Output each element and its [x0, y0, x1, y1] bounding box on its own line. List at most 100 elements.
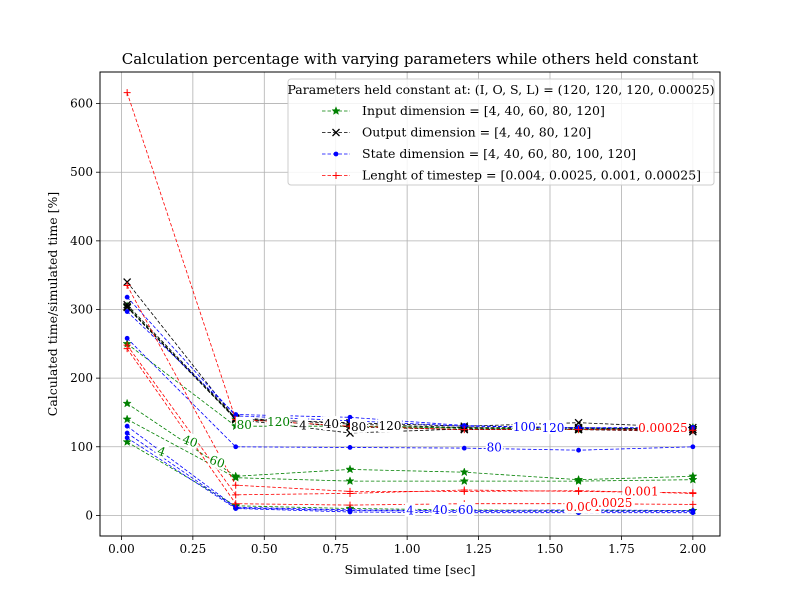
- dot-marker: [233, 444, 239, 450]
- plot-frame: [99, 71, 721, 537]
- inline-label-group: 0.00025: [637, 420, 688, 435]
- plus-marker: [689, 426, 697, 434]
- series-lenght-of-timestep-0.001: [123, 281, 697, 497]
- legend-box: [287, 78, 715, 186]
- x-tick-label: 0.75: [322, 542, 349, 556]
- inline-label: 4: [406, 504, 414, 518]
- inline-label: 40: [180, 432, 199, 450]
- star-marker: [459, 476, 469, 486]
- inline-label-group: 0.001: [622, 483, 660, 498]
- legend-label: Output dimension = [4, 40, 80, 120]: [362, 125, 591, 140]
- plus-marker: [232, 481, 240, 489]
- series-line: [126, 344, 693, 496]
- inline-label-group: 120: [378, 418, 402, 433]
- inline-label-background: [457, 501, 475, 516]
- plus-marker: [689, 500, 697, 508]
- legend: Parameters held constant at: (I, O, S, L…: [287, 78, 715, 186]
- legend-entry: Input dimension = [4, 40, 60, 80, 120]: [322, 103, 605, 118]
- inline-label-group: 4: [404, 502, 416, 518]
- inline-label-background: [179, 430, 201, 450]
- dot-marker: [124, 423, 130, 429]
- inline-label: 40: [324, 417, 339, 431]
- inline-label: 100: [513, 420, 536, 434]
- series-input-dimension-60: [122, 398, 698, 484]
- x-marker: [123, 302, 132, 311]
- plus-marker: [575, 487, 583, 495]
- inline-label: 80: [351, 420, 366, 434]
- inline-label-background: [431, 501, 449, 516]
- plus-marker: [346, 487, 354, 495]
- star-marker: [345, 464, 355, 474]
- x-axis-label: Simulated time [sec]: [344, 562, 475, 577]
- x-tick-label: 1.75: [608, 542, 635, 556]
- x-tick-label: 0.00: [108, 542, 135, 556]
- dot-marker: [124, 294, 130, 300]
- x-tick-label: 2.00: [679, 542, 706, 556]
- x-marker: [332, 128, 340, 137]
- series-line: [126, 311, 693, 429]
- inline-label-background: [350, 418, 368, 433]
- dot-marker: [347, 414, 353, 420]
- legend-title: Parameters held constant at: (I, O, S, L…: [287, 82, 714, 97]
- inline-label: 0.0025: [590, 496, 632, 510]
- inline-label-group: 4: [154, 442, 170, 460]
- dot-marker: [124, 309, 130, 314]
- dot-marker: [347, 507, 353, 513]
- inline-label: 80: [237, 418, 252, 432]
- x-tick-label: 0.25: [179, 542, 206, 556]
- axis-ticks: 0.00 0.25 0.50 0.75 1.00 1.25 1.50 1.75 2.00 0 100…: [70, 97, 706, 556]
- plus-marker: [460, 487, 468, 495]
- star-marker: [688, 471, 698, 481]
- inline-label-background: [322, 416, 340, 431]
- inline-label-group: 60: [206, 451, 228, 471]
- star-marker: [573, 474, 584, 484]
- x-tick-label: 1.25: [465, 542, 492, 556]
- inline-label: 60: [458, 503, 473, 517]
- dot-marker: [333, 151, 339, 157]
- plus-marker: [232, 491, 240, 499]
- dot-marker: [124, 335, 130, 341]
- y-axis-label: Calculated time/simulated time [%]: [45, 192, 60, 416]
- series-line: [126, 92, 693, 431]
- inline-label-background: [485, 439, 503, 454]
- series-lenght-of-timestep-0.00025: [123, 89, 697, 434]
- y-tick-label: 500: [70, 165, 93, 179]
- dot-marker: [690, 508, 696, 514]
- inline-label-background: [589, 495, 634, 510]
- dot-marker: [347, 445, 353, 450]
- legend-entry: State dimension = [4, 40, 60, 80, 100, 1…: [322, 146, 636, 161]
- legend-label: Lenght of timestep = [0.004, 0.0025, 0.0…: [362, 168, 701, 183]
- inline-label: 0.001: [624, 484, 658, 498]
- dot-marker: [124, 435, 130, 441]
- plus-marker: [123, 341, 131, 349]
- y-tick-label: 600: [70, 97, 93, 111]
- inline-label-group: 0.0025: [589, 495, 634, 510]
- x-tick-label: 1.00: [394, 542, 421, 556]
- inline-label-group: 80: [235, 416, 253, 432]
- star-marker: [231, 471, 241, 481]
- inline-label-background: [512, 418, 537, 433]
- inline-label-background: [378, 418, 402, 433]
- plus-marker: [689, 489, 697, 497]
- inline-label-background: [266, 414, 291, 429]
- star-marker: [345, 476, 355, 486]
- inline-label-background: [154, 442, 170, 460]
- inline-label-group: 4: [297, 417, 309, 433]
- plus-marker: [575, 426, 583, 434]
- legend-entry: Output dimension = [4, 40, 80, 120]: [322, 125, 591, 140]
- legend-entry: Lenght of timestep = [0.004, 0.0025, 0.0…: [322, 168, 701, 183]
- inline-label: 0.00025: [638, 421, 688, 435]
- inline-label-group: 40: [179, 430, 201, 450]
- star-marker: [122, 414, 132, 424]
- inline-label-group: 40: [322, 416, 340, 431]
- x-tick-label: 1.50: [537, 542, 564, 556]
- inline-label-group: 80: [350, 418, 368, 434]
- plus-marker: [232, 500, 240, 508]
- inline-label: 120: [267, 415, 290, 429]
- plus-marker: [332, 172, 340, 179]
- x-tick-label: 0.50: [251, 542, 278, 556]
- series-line: [126, 306, 693, 431]
- inline-label-group: 40: [431, 501, 449, 517]
